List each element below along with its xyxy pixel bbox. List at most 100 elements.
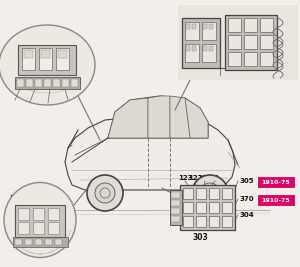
Bar bbox=[222, 216, 232, 227]
Bar bbox=[41, 50, 50, 58]
Bar bbox=[186, 46, 190, 51]
Polygon shape bbox=[148, 96, 170, 138]
Text: 122: 122 bbox=[188, 175, 202, 181]
Bar bbox=[53, 79, 60, 87]
Text: 124: 124 bbox=[198, 175, 212, 181]
Text: 305: 305 bbox=[240, 178, 254, 184]
Text: 348: 348 bbox=[48, 37, 64, 46]
Text: 129-A: 129-A bbox=[247, 71, 270, 77]
Text: 304: 304 bbox=[240, 212, 255, 218]
Bar bbox=[39, 48, 52, 70]
Bar bbox=[15, 239, 22, 245]
Text: 370: 370 bbox=[240, 196, 255, 202]
Polygon shape bbox=[178, 5, 298, 80]
FancyBboxPatch shape bbox=[225, 15, 277, 70]
Text: 346: 346 bbox=[30, 88, 46, 96]
Bar bbox=[71, 79, 78, 87]
Text: 96: 96 bbox=[195, 19, 206, 29]
Bar bbox=[55, 239, 62, 245]
Text: 129: 129 bbox=[195, 11, 211, 21]
Bar bbox=[45, 239, 52, 245]
Text: 3: 3 bbox=[282, 9, 288, 18]
Polygon shape bbox=[185, 98, 208, 138]
Text: 152: 152 bbox=[242, 6, 258, 14]
Bar bbox=[44, 79, 51, 87]
Bar bbox=[171, 192, 180, 198]
Bar bbox=[186, 24, 190, 29]
Bar bbox=[33, 222, 44, 234]
Bar bbox=[15, 77, 80, 89]
Bar bbox=[48, 208, 59, 220]
Bar bbox=[209, 216, 219, 227]
Circle shape bbox=[192, 175, 228, 211]
Text: 303: 303 bbox=[192, 234, 208, 242]
Bar bbox=[35, 239, 42, 245]
Bar bbox=[192, 24, 196, 29]
Bar bbox=[260, 18, 273, 32]
Bar bbox=[192, 46, 196, 51]
FancyBboxPatch shape bbox=[182, 18, 220, 68]
Text: 1910-75: 1910-75 bbox=[262, 179, 290, 184]
Ellipse shape bbox=[0, 25, 95, 105]
Bar bbox=[203, 24, 207, 29]
Bar bbox=[222, 188, 232, 199]
Text: 347: 347 bbox=[31, 37, 47, 46]
Circle shape bbox=[200, 183, 220, 203]
Circle shape bbox=[95, 183, 115, 203]
Polygon shape bbox=[170, 96, 190, 138]
Bar bbox=[203, 46, 207, 51]
FancyBboxPatch shape bbox=[258, 177, 294, 187]
Bar bbox=[260, 35, 273, 49]
Bar bbox=[228, 18, 241, 32]
Text: 98: 98 bbox=[210, 175, 220, 181]
Bar bbox=[56, 48, 69, 70]
Text: 1910-75: 1910-75 bbox=[262, 198, 290, 202]
Bar bbox=[202, 22, 216, 40]
Bar bbox=[260, 52, 273, 66]
Bar bbox=[171, 208, 180, 214]
Bar bbox=[196, 202, 206, 213]
Polygon shape bbox=[108, 98, 148, 138]
Bar bbox=[171, 216, 180, 222]
Bar bbox=[228, 35, 241, 49]
Text: 123: 123 bbox=[178, 175, 192, 181]
Bar bbox=[13, 237, 68, 247]
FancyBboxPatch shape bbox=[258, 195, 294, 205]
Bar bbox=[22, 48, 35, 70]
FancyBboxPatch shape bbox=[18, 45, 76, 75]
Bar bbox=[222, 202, 232, 213]
Text: 349: 349 bbox=[14, 37, 30, 46]
Bar bbox=[244, 18, 257, 32]
Ellipse shape bbox=[4, 183, 76, 257]
Bar bbox=[24, 50, 33, 58]
Bar bbox=[202, 44, 216, 62]
FancyBboxPatch shape bbox=[170, 190, 182, 225]
Bar bbox=[196, 216, 206, 227]
Text: 369: 369 bbox=[10, 195, 26, 205]
Bar bbox=[209, 46, 213, 51]
FancyBboxPatch shape bbox=[180, 185, 235, 230]
Bar bbox=[209, 202, 219, 213]
Bar bbox=[183, 202, 193, 213]
Bar bbox=[62, 79, 69, 87]
Bar bbox=[58, 50, 67, 58]
Bar bbox=[171, 200, 180, 206]
Bar bbox=[185, 44, 199, 62]
Bar bbox=[228, 52, 241, 66]
Bar bbox=[26, 79, 33, 87]
Bar bbox=[244, 52, 257, 66]
Bar bbox=[209, 24, 213, 29]
Bar bbox=[244, 35, 257, 49]
Bar bbox=[18, 208, 29, 220]
Bar bbox=[17, 79, 24, 87]
Bar bbox=[183, 216, 193, 227]
Bar bbox=[48, 222, 59, 234]
Bar bbox=[33, 208, 44, 220]
Polygon shape bbox=[108, 96, 208, 138]
Bar bbox=[25, 239, 32, 245]
Circle shape bbox=[87, 175, 123, 211]
Bar bbox=[35, 79, 42, 87]
FancyBboxPatch shape bbox=[15, 205, 65, 237]
Polygon shape bbox=[65, 116, 235, 190]
Bar bbox=[196, 188, 206, 199]
